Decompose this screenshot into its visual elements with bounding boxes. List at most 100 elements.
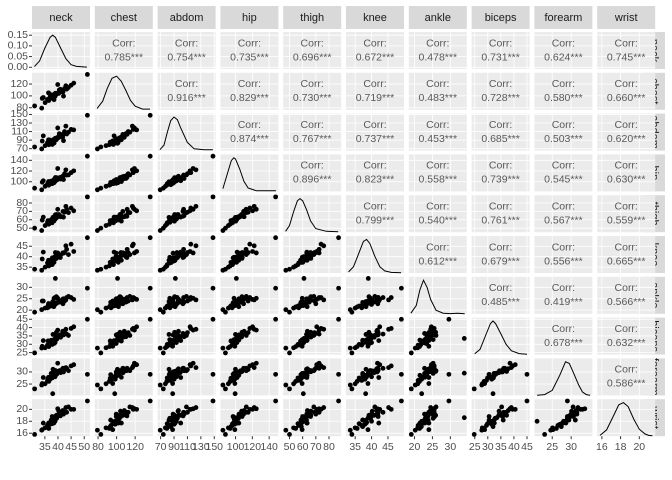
point	[245, 367, 251, 372]
point	[446, 371, 452, 377]
point	[68, 406, 74, 412]
point	[363, 391, 369, 397]
point	[123, 334, 129, 340]
panel	[32, 316, 90, 356]
point	[118, 134, 124, 140]
panel-background	[283, 113, 342, 151]
point	[55, 214, 61, 219]
panel-background	[94, 195, 153, 233]
x-tick-label: 110	[179, 441, 196, 453]
corr-title: Corr:	[426, 37, 449, 49]
panel-background	[94, 72, 153, 110]
panel	[94, 398, 153, 437]
panel	[94, 275, 153, 315]
panel	[471, 358, 530, 397]
point	[170, 418, 176, 424]
point	[103, 143, 109, 149]
panel	[220, 235, 279, 273]
point	[375, 330, 381, 335]
point	[32, 432, 38, 437]
point	[363, 338, 369, 344]
point	[112, 303, 118, 308]
panel: Corr: 0.754***	[157, 32, 216, 69]
column-strip	[157, 6, 216, 29]
panel	[220, 194, 279, 233]
point	[359, 423, 365, 428]
point	[318, 295, 324, 300]
x-tick-label: 35	[39, 441, 51, 453]
panel-background	[157, 113, 216, 151]
corr-title: Corr:	[238, 37, 261, 49]
point	[55, 333, 61, 339]
panel-background	[408, 113, 467, 151]
panel-background	[94, 276, 153, 314]
panel-background	[408, 276, 467, 314]
point	[68, 82, 74, 88]
y-tick-label: 25	[16, 378, 28, 390]
point	[572, 409, 578, 415]
point	[408, 432, 414, 437]
x-tick-label: 45	[521, 441, 533, 453]
point	[419, 338, 425, 344]
point	[352, 345, 358, 351]
point	[103, 305, 109, 311]
point	[112, 216, 118, 222]
point	[113, 250, 119, 256]
panel-background	[346, 32, 404, 69]
panel	[157, 275, 216, 315]
point	[247, 205, 253, 211]
density-line	[285, 197, 339, 233]
point	[349, 386, 355, 392]
point	[61, 93, 66, 99]
point	[479, 425, 485, 431]
point	[112, 179, 118, 185]
corr-title: Corr:	[552, 119, 575, 131]
corr-title: Corr:	[426, 200, 449, 212]
point	[210, 285, 216, 291]
y-tick-label: 70	[16, 205, 28, 217]
point	[32, 185, 38, 191]
point	[370, 299, 376, 305]
panel-background	[597, 32, 656, 69]
point	[45, 342, 50, 348]
corr-value: 0.567***	[544, 214, 583, 226]
point	[380, 331, 386, 337]
point	[167, 415, 173, 421]
panel: Corr: 0.566***	[597, 276, 656, 314]
point	[39, 267, 45, 273]
point	[232, 338, 238, 344]
y-tick-label: 150	[10, 108, 28, 120]
x-tick-label: 150	[205, 441, 223, 453]
point	[55, 166, 61, 171]
point	[170, 303, 176, 308]
point	[349, 350, 355, 356]
panel: Corr: 0.665***	[597, 236, 656, 273]
point	[375, 298, 381, 304]
panel: Corr: 0.767***	[283, 113, 342, 151]
corr-value: 0.731***	[481, 51, 520, 63]
panel	[157, 235, 216, 273]
corr-value: 0.799***	[356, 214, 395, 226]
point	[296, 423, 302, 428]
point	[223, 266, 228, 272]
point	[247, 241, 253, 247]
point	[185, 330, 190, 335]
corr-value: 0.559***	[607, 214, 646, 226]
point	[98, 309, 104, 315]
point	[103, 223, 109, 228]
point	[185, 298, 190, 304]
point	[170, 374, 176, 380]
point	[118, 253, 124, 259]
point	[349, 432, 355, 437]
point	[223, 386, 228, 392]
corr-value: 0.545***	[544, 174, 583, 186]
point	[147, 112, 153, 118]
point	[524, 371, 530, 377]
point	[223, 309, 228, 315]
point	[39, 138, 45, 144]
corr-value: 0.566***	[607, 296, 646, 308]
point	[130, 326, 136, 331]
point	[55, 253, 61, 259]
panel-background	[157, 32, 216, 69]
panel: Corr: 0.678***	[534, 317, 593, 355]
